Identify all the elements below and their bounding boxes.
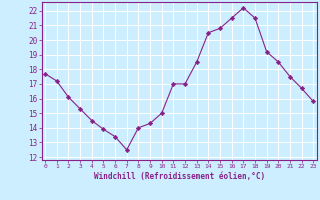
X-axis label: Windchill (Refroidissement éolien,°C): Windchill (Refroidissement éolien,°C) [94,172,265,181]
